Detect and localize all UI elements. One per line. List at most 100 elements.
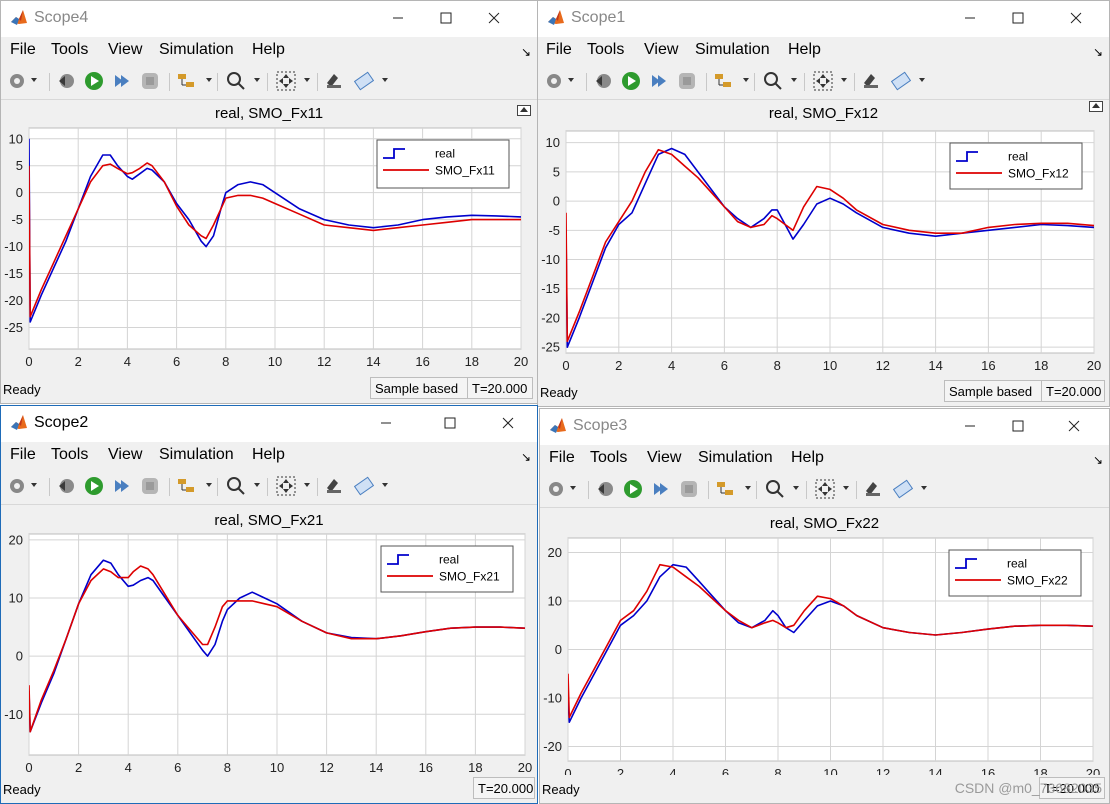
style-icon[interactable]: [353, 475, 375, 497]
restore-icon[interactable]: [517, 105, 531, 116]
menu-file[interactable]: File: [549, 449, 575, 466]
dropdown-arrow-icon[interactable]: [382, 483, 388, 487]
dropdown-arrow-icon[interactable]: [31, 483, 37, 487]
dock-arrow-icon[interactable]: ↘: [520, 45, 531, 59]
dropdown-arrow-icon[interactable]: [919, 78, 925, 82]
zoom-icon[interactable]: [225, 70, 247, 92]
step-forward-icon[interactable]: [648, 70, 670, 92]
settings-icon[interactable]: [6, 70, 28, 92]
signal-hierarchy-icon[interactable]: [714, 478, 736, 500]
restore-icon[interactable]: [1089, 101, 1103, 112]
autoscale-icon[interactable]: [814, 478, 836, 500]
settings-icon[interactable]: [545, 478, 567, 500]
title-bar[interactable]: Scope1: [538, 1, 1109, 37]
dropdown-arrow-icon[interactable]: [568, 78, 574, 82]
zoom-icon[interactable]: [762, 70, 784, 92]
highlight-block-icon[interactable]: [860, 70, 882, 92]
menu-file[interactable]: File: [10, 446, 36, 463]
scope-axes[interactable]: 0 2 4 6 8 10 12 14 16 18 20 10 5 0 -5 -10 -15 -20 -25 real S…: [1, 123, 538, 393]
dropdown-arrow-icon[interactable]: [31, 78, 37, 82]
highlight-block-icon[interactable]: [323, 70, 345, 92]
autoscale-icon[interactable]: [275, 475, 297, 497]
title-bar[interactable]: Scope3: [540, 409, 1109, 445]
menu-simulation[interactable]: Simulation: [698, 449, 773, 466]
menu-help[interactable]: Help: [252, 41, 285, 58]
dropdown-arrow-icon[interactable]: [841, 78, 847, 82]
highlight-block-icon[interactable]: [862, 478, 884, 500]
menu-tools[interactable]: Tools: [51, 446, 89, 463]
signal-hierarchy-icon[interactable]: [712, 70, 734, 92]
step-forward-icon[interactable]: [111, 70, 133, 92]
maximize-button[interactable]: [995, 409, 1041, 443]
run-icon[interactable]: [83, 70, 105, 92]
menu-simulation[interactable]: Simulation: [695, 41, 770, 58]
style-icon[interactable]: [890, 70, 912, 92]
dropdown-arrow-icon[interactable]: [570, 486, 576, 490]
run-icon[interactable]: [83, 475, 105, 497]
menu-view[interactable]: View: [644, 41, 679, 58]
menu-tools[interactable]: Tools: [587, 41, 625, 58]
step-forward-icon[interactable]: [650, 478, 672, 500]
menu-view[interactable]: View: [647, 449, 682, 466]
dropdown-arrow-icon[interactable]: [791, 78, 797, 82]
menu-view[interactable]: View: [108, 446, 143, 463]
dropdown-arrow-icon[interactable]: [793, 486, 799, 490]
close-button[interactable]: [1051, 409, 1097, 443]
close-button[interactable]: [485, 406, 531, 440]
maximize-button[interactable]: [427, 406, 473, 440]
step-forward-icon[interactable]: [111, 475, 133, 497]
signal-hierarchy-icon[interactable]: [175, 70, 197, 92]
menu-file[interactable]: File: [546, 41, 572, 58]
dock-arrow-icon[interactable]: ↘: [520, 450, 531, 464]
scope-axes[interactable]: 0 2 4 6 8 10 12 14 16 18 20 20 10 0 -10 real SMO_Fx21: [1, 529, 538, 777]
stop-icon[interactable]: [139, 70, 161, 92]
style-icon[interactable]: [892, 478, 914, 500]
step-back-icon[interactable]: [594, 478, 616, 500]
settings-icon[interactable]: [6, 475, 28, 497]
menu-simulation[interactable]: Simulation: [159, 41, 234, 58]
style-icon[interactable]: [353, 70, 375, 92]
stop-icon[interactable]: [676, 70, 698, 92]
menu-help[interactable]: Help: [791, 449, 824, 466]
minimize-button[interactable]: [363, 406, 409, 440]
dropdown-arrow-icon[interactable]: [206, 483, 212, 487]
autoscale-icon[interactable]: [812, 70, 834, 92]
dropdown-arrow-icon[interactable]: [206, 78, 212, 82]
highlight-block-icon[interactable]: [323, 475, 345, 497]
minimize-button[interactable]: [947, 1, 993, 35]
menu-help[interactable]: Help: [252, 446, 285, 463]
close-button[interactable]: [1053, 1, 1099, 35]
run-icon[interactable]: [622, 478, 644, 500]
menu-file[interactable]: File: [10, 41, 36, 58]
menu-tools[interactable]: Tools: [590, 449, 628, 466]
close-button[interactable]: [471, 1, 517, 35]
dropdown-arrow-icon[interactable]: [743, 78, 749, 82]
step-back-icon[interactable]: [592, 70, 614, 92]
dock-arrow-icon[interactable]: ↘: [1092, 45, 1103, 59]
dropdown-arrow-icon[interactable]: [382, 78, 388, 82]
dropdown-arrow-icon[interactable]: [304, 483, 310, 487]
step-back-icon[interactable]: [55, 70, 77, 92]
step-back-icon[interactable]: [55, 475, 77, 497]
title-bar[interactable]: Scope2: [1, 406, 537, 442]
menu-help[interactable]: Help: [788, 41, 821, 58]
zoom-icon[interactable]: [225, 475, 247, 497]
maximize-button[interactable]: [995, 1, 1041, 35]
dropdown-arrow-icon[interactable]: [843, 486, 849, 490]
menu-view[interactable]: View: [108, 41, 143, 58]
maximize-button[interactable]: [423, 1, 469, 35]
menu-tools[interactable]: Tools: [51, 41, 89, 58]
zoom-icon[interactable]: [764, 478, 786, 500]
minimize-button[interactable]: [947, 409, 993, 443]
stop-icon[interactable]: [678, 478, 700, 500]
stop-icon[interactable]: [139, 475, 161, 497]
dock-arrow-icon[interactable]: ↘: [1092, 453, 1103, 467]
run-icon[interactable]: [620, 70, 642, 92]
menu-simulation[interactable]: Simulation: [159, 446, 234, 463]
scope-axes[interactable]: 0 2 4 6 8 10 12 14 16 18 20 10 5 0 -5 -10 -15 -20 -25 real S…: [538, 126, 1110, 381]
minimize-button[interactable]: [375, 1, 421, 35]
dropdown-arrow-icon[interactable]: [921, 486, 927, 490]
signal-hierarchy-icon[interactable]: [175, 475, 197, 497]
dropdown-arrow-icon[interactable]: [254, 78, 260, 82]
